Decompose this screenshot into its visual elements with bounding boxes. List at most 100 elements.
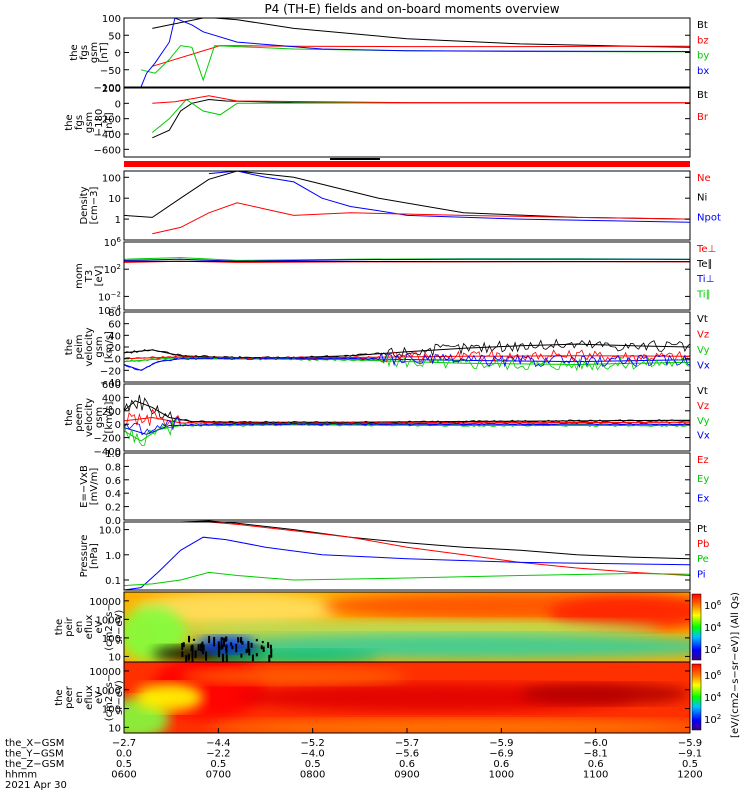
series-line xyxy=(152,46,690,67)
y-axis-label: [nPa] xyxy=(89,543,100,569)
y-tick-label: 200 xyxy=(102,84,121,95)
spectrogram-region xyxy=(520,683,690,704)
series-line xyxy=(124,537,690,590)
spectrogram-gap xyxy=(218,646,220,654)
spectrogram-gap xyxy=(213,637,215,646)
spectrogram-gap xyxy=(201,642,203,651)
legend-entry: Ti⊥ xyxy=(696,274,714,285)
x-row-label: the_Y−GSM xyxy=(5,749,64,760)
legend-entry: Vt xyxy=(697,314,708,325)
x-row-label: the_X−GSM xyxy=(5,738,64,749)
spectrogram-gap xyxy=(195,650,197,658)
y-tick-label: 1.0 xyxy=(105,551,121,562)
spectrogram-gap xyxy=(188,655,190,659)
x-tick-label: 0.5 xyxy=(682,759,698,770)
y-tick-label: 80 xyxy=(108,308,121,319)
x-tick-label: −2.2 xyxy=(206,749,230,760)
plot-title: P4 (TH-E) fields and on-board moments ov… xyxy=(264,2,559,16)
x-tick-label: 0800 xyxy=(300,770,325,781)
spectrogram-region xyxy=(135,683,203,711)
y-axis-label: [km/s] xyxy=(104,401,115,433)
y-axis-label: sr−eV) xyxy=(114,610,125,645)
legend-entry: Te∥ xyxy=(696,259,713,270)
spectrogram-gap xyxy=(240,638,242,642)
spectrogram-gap xyxy=(235,644,237,652)
status-mark xyxy=(330,158,380,160)
series-line xyxy=(152,18,690,47)
y-tick-label: 60 xyxy=(108,320,121,331)
y-tick-label: 10 xyxy=(108,194,121,205)
spectrogram-gap xyxy=(188,637,190,641)
spectrogram-gap xyxy=(248,642,250,652)
legend-entry: Bt xyxy=(697,90,708,101)
legend-entry: Bt xyxy=(697,20,708,31)
legend-entry: Pi xyxy=(697,569,706,580)
y-tick-label: 1 xyxy=(115,215,121,226)
x-tick-label: −5.9 xyxy=(489,738,513,749)
spectrogram-gap xyxy=(205,651,207,660)
x-tick-label: 0.6 xyxy=(399,759,415,770)
series-line xyxy=(124,425,690,441)
spectrogram-gap xyxy=(220,643,222,650)
x-tick-label: 0.5 xyxy=(305,759,321,770)
legend-entry: Te⊥ xyxy=(696,244,716,255)
legend-entry: Ey xyxy=(697,474,709,485)
y-tick-label: 600 xyxy=(102,380,121,391)
x-tick-label: −6.9 xyxy=(489,749,513,760)
x-tick-label: 1200 xyxy=(677,770,702,781)
y-tick-label: 0.2 xyxy=(105,503,121,514)
y-tick-label: 0 xyxy=(115,49,121,60)
legend-entry: Ti∥ xyxy=(696,289,711,300)
x-tick-label: 1000 xyxy=(489,770,514,781)
panel-frame xyxy=(124,88,690,157)
legend-entry: Npot xyxy=(697,212,721,223)
y-axis-label: [eV] xyxy=(94,266,105,287)
y-tick-label: 1.0 xyxy=(105,449,121,460)
spectrogram-gap xyxy=(246,649,248,653)
spectrogram-gap xyxy=(198,644,200,651)
y-tick-label: 10−2 xyxy=(98,290,121,303)
legend-entry: Ne xyxy=(697,173,711,184)
x-tick-label: −5.9 xyxy=(678,738,702,749)
legend-entry: Vt xyxy=(697,386,708,397)
legend-entry: Vy xyxy=(697,416,710,427)
panel-frame xyxy=(124,242,690,310)
spectrogram-gap xyxy=(202,651,204,654)
legend-entry: Vz xyxy=(697,401,709,412)
spectrogram-gap xyxy=(251,643,253,648)
x-tick-label: 0.0 xyxy=(116,749,132,760)
y-tick-label: 0.6 xyxy=(105,476,121,487)
y-axis-label: [km/s] xyxy=(104,331,115,363)
spectrogram-region xyxy=(181,668,407,685)
colorbar-scale xyxy=(692,594,701,660)
y-tick-label: 50 xyxy=(108,31,121,42)
x-tick-label: −5.6 xyxy=(395,749,419,760)
y-axis-label: [mV/m] xyxy=(89,468,100,506)
legend-entry: Pb xyxy=(697,539,709,550)
x-tick-label: −8.1 xyxy=(583,749,607,760)
x-row-label: hhmm xyxy=(5,770,37,781)
panel-frame xyxy=(124,312,690,382)
legend-entry: Vx xyxy=(697,431,710,442)
x-row-label: 2021 Apr 30 xyxy=(5,780,67,791)
y-tick-label: 10 xyxy=(108,652,121,663)
legend-entry: Vy xyxy=(697,345,710,356)
legend-entry: Ni xyxy=(697,193,707,204)
y-tick-label: 10 xyxy=(108,723,121,734)
legend-entry: by xyxy=(697,51,709,62)
spectrogram-gap xyxy=(237,637,239,642)
spectrogram-gap xyxy=(230,642,232,645)
y-tick-label: 0.4 xyxy=(105,489,121,500)
x-tick-label: −4.4 xyxy=(206,738,230,749)
legend-entry: Pt xyxy=(697,524,707,535)
legend-entry: Br xyxy=(697,112,709,123)
x-tick-label: −5.7 xyxy=(395,738,419,749)
